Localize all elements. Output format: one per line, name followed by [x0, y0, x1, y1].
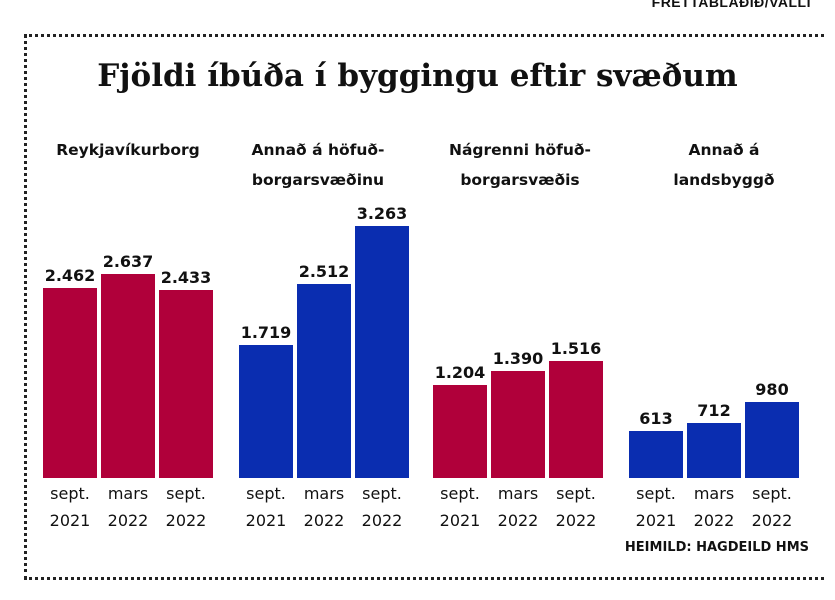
value-label-2-0: 1.204 — [434, 363, 486, 382]
tick-label-1-2-line-2: 2022 — [361, 511, 403, 530]
value-label-2-1: 1.390 — [492, 349, 544, 368]
tick-label-1-1-line-2: 2022 — [303, 511, 345, 530]
group-title-1-line-1: Annað á höfuð- — [251, 141, 385, 159]
tick-label-2-0-line-1: sept. — [440, 484, 480, 503]
bar-2-1 — [491, 371, 545, 478]
tick-label-0-0-line-2: 2021 — [49, 511, 91, 530]
group-title-1-line-2: borgarsvæðinu — [251, 171, 385, 189]
tick-label-3-0-line-1: sept. — [636, 484, 676, 503]
tick-label-3-1-line-1: mars — [693, 484, 735, 503]
value-label-3-2: 980 — [755, 380, 789, 399]
tick-label-0-0-line-1: sept. — [50, 484, 90, 503]
bar-0-1 — [101, 274, 155, 478]
tick-label-3-2-line-2: 2022 — [751, 511, 793, 530]
tick-label-1-0-line-2: 2021 — [245, 511, 287, 530]
chart-frame — [24, 34, 824, 580]
bar-1-1 — [297, 284, 351, 478]
tick-label-0-1-line-1: mars — [107, 484, 149, 503]
tick-label-3-2-line-1: sept. — [752, 484, 792, 503]
bar-3-0 — [629, 431, 683, 478]
value-label-0-1: 2.637 — [102, 252, 154, 271]
group-title-2-line-2: borgarsvæðis — [460, 171, 580, 189]
value-label-1-2: 3.263 — [356, 204, 408, 223]
tick-label-1-0-line-1: sept. — [246, 484, 286, 503]
tick-label-1-1-line-1: mars — [303, 484, 345, 503]
tick-label-2-1-line-1: mars — [497, 484, 539, 503]
value-label-1-1: 2.512 — [298, 262, 350, 281]
bar-2-0 — [433, 385, 487, 478]
tick-label-0-2-line-1: sept. — [166, 484, 206, 503]
bar-0-0 — [43, 288, 97, 478]
value-label-0-0: 2.462 — [44, 266, 96, 285]
tick-label-0-1-line-2: 2022 — [107, 511, 149, 530]
tick-label-2-1-line-2: 2022 — [497, 511, 539, 530]
bar-3-2 — [745, 402, 799, 478]
value-label-3-1: 712 — [697, 401, 731, 420]
group-title-3-line-1: Annað á — [688, 141, 760, 159]
tick-label-2-2-line-1: sept. — [556, 484, 596, 503]
bar-2-2 — [549, 361, 603, 478]
tick-label-2-0-line-2: 2021 — [439, 511, 481, 530]
value-label-3-0: 613 — [639, 409, 673, 428]
tick-label-3-1-line-2: 2022 — [693, 511, 735, 530]
tick-label-2-2-line-2: 2022 — [555, 511, 597, 530]
value-label-2-2: 1.516 — [550, 339, 602, 358]
value-label-1-0: 1.719 — [240, 323, 292, 342]
bar-1-0 — [239, 345, 293, 478]
photo-credit: FRÉTTABLAÐIÐ/VALLI — [651, 0, 811, 10]
bar-0-2 — [159, 290, 213, 478]
bar-1-2 — [355, 226, 409, 478]
tick-label-0-2-line-2: 2022 — [165, 511, 207, 530]
tick-label-3-0-line-2: 2021 — [635, 511, 677, 530]
group-title-2-line-1: Nágrenni höfuð- — [448, 141, 591, 159]
tick-label-1-2-line-1: sept. — [362, 484, 402, 503]
group-title-0-line-1: Reykjavíkurborg — [56, 141, 200, 159]
value-label-0-2: 2.433 — [160, 268, 212, 287]
chart-title: Fjöldi íbúða í byggingu eftir svæðum — [97, 58, 738, 94]
group-title-3-line-2: landsbyggð — [673, 171, 775, 189]
source-note: HEIMILD: HAGDEILD HMS — [624, 540, 809, 555]
bar-3-1 — [687, 423, 741, 478]
